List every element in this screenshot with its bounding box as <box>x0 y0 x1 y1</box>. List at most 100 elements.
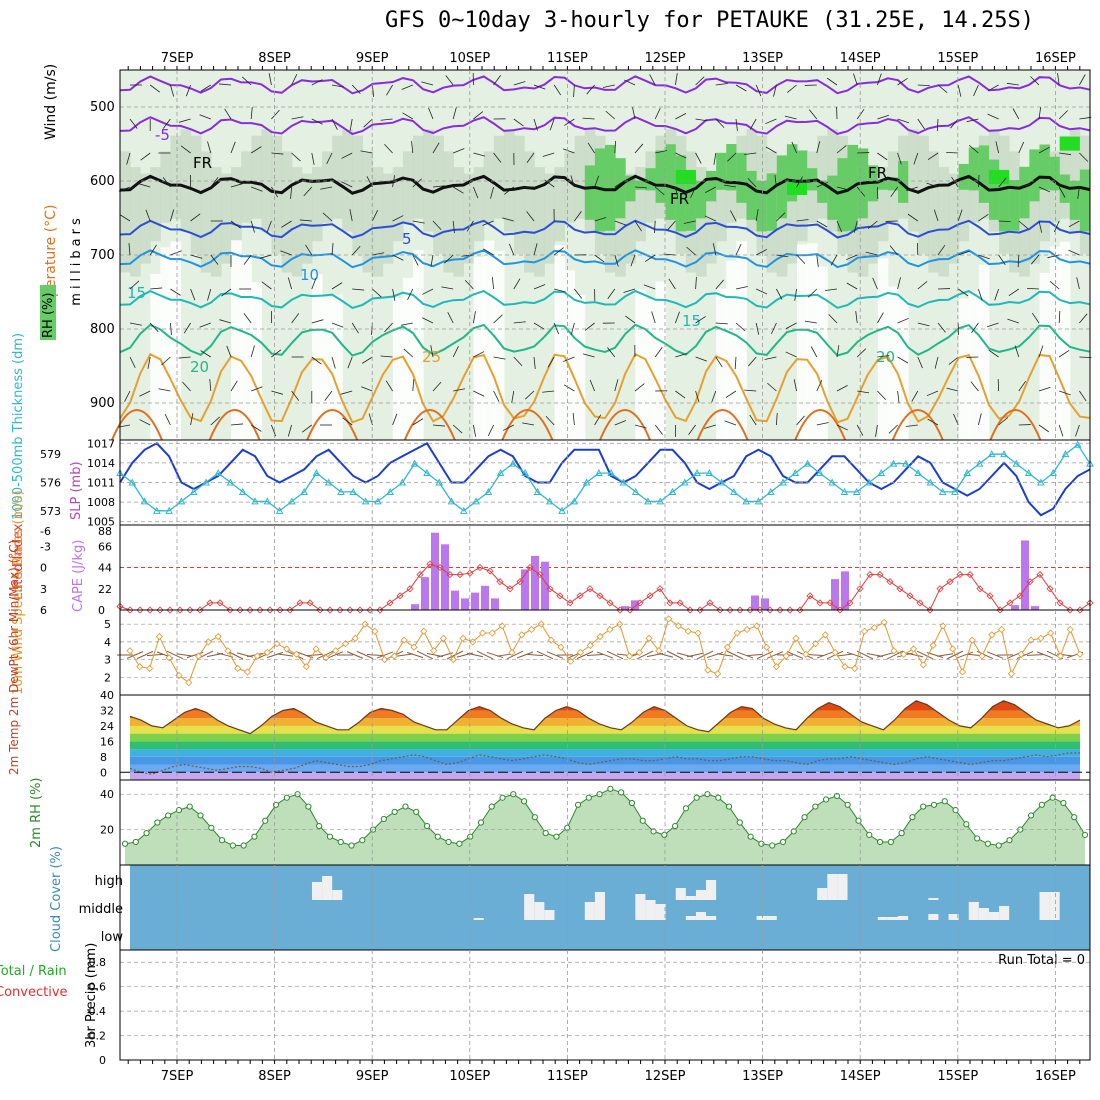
wind-barb <box>1018 380 1027 392</box>
wind-barb <box>129 280 140 290</box>
wind-barb <box>473 424 477 437</box>
wind-barb <box>1012 108 1020 120</box>
dry-plume <box>251 282 262 440</box>
wind-barb <box>291 152 301 162</box>
cape-bar <box>431 532 439 610</box>
thickness-marker <box>410 459 419 467</box>
wind-barb <box>1006 82 1019 86</box>
rh2m-marker <box>574 801 582 808</box>
thickness-marker <box>177 497 186 505</box>
temp-band <box>130 700 1080 703</box>
wind-barb <box>704 424 716 429</box>
wind-barb <box>250 146 262 154</box>
rh-green-band <box>898 161 909 203</box>
wind-barb <box>614 220 627 226</box>
wind-barb <box>1058 186 1066 198</box>
li-marker <box>176 606 184 614</box>
barb <box>916 650 934 660</box>
wind-barb <box>261 281 272 290</box>
wind-speed-marker <box>909 645 918 653</box>
wind-barb <box>755 84 762 97</box>
wind-barb <box>735 286 748 290</box>
bottom-day-label: 9SEP <box>356 1069 389 1084</box>
dry-plume <box>241 253 252 440</box>
wind-barb <box>727 152 737 162</box>
thickness-marker <box>754 497 763 505</box>
li-marker <box>606 599 614 607</box>
barb <box>726 650 744 660</box>
rh-mid-band <box>190 135 202 254</box>
wind-barb <box>586 84 595 95</box>
wind-barb <box>987 322 999 328</box>
wind-speed-marker <box>351 634 359 642</box>
wind-barb <box>392 215 404 222</box>
wind-speed-marker <box>1066 625 1074 634</box>
wind-barb <box>793 379 797 392</box>
cloud-axis-title: Cloud Cover (%) <box>49 846 64 952</box>
cloud-level-label: high <box>95 874 123 889</box>
wind-barb <box>303 186 313 197</box>
wind-barb <box>502 424 514 431</box>
wind-barb <box>594 254 605 263</box>
wind-barb <box>493 152 502 163</box>
rh2m-marker <box>380 815 387 823</box>
rh2m-marker <box>758 840 765 847</box>
li-marker <box>726 606 734 614</box>
li-marker <box>436 563 444 572</box>
li-marker <box>346 606 354 614</box>
rh2m-marker <box>769 842 776 849</box>
wind-barb <box>444 254 454 264</box>
rh-mid-band <box>918 135 929 254</box>
li-marker <box>996 606 1004 614</box>
wind-barb <box>544 179 555 188</box>
temp-band <box>130 725 1080 734</box>
wind-barb <box>978 413 982 426</box>
wind-barb <box>794 288 797 301</box>
rh-mid-band <box>291 167 303 277</box>
wind-speed-marker <box>273 640 281 648</box>
wind-barb <box>1047 254 1060 259</box>
barb <box>596 651 614 659</box>
cape-tick-label: 22 <box>98 583 112 596</box>
wind-barb <box>554 288 566 293</box>
rh2m-marker <box>337 838 344 846</box>
wind-barb <box>711 390 717 403</box>
wind-barb <box>675 73 678 86</box>
isotherm-line <box>119 75 1091 95</box>
rh2m-marker <box>866 831 873 838</box>
temp-tick-label: 32 <box>100 704 114 717</box>
wind-barb <box>808 109 818 120</box>
wind-barb <box>493 75 501 86</box>
li-marker <box>936 585 944 593</box>
rh-mid-band <box>443 151 454 273</box>
wind-barb <box>251 386 263 392</box>
rh-mid-band <box>150 167 161 242</box>
wind-barb <box>695 152 702 164</box>
precip-tick-label: 0.2 <box>89 1030 107 1043</box>
wind-barb <box>749 118 757 130</box>
cape-bar <box>1031 606 1039 610</box>
wind-barb <box>1030 76 1040 86</box>
upper-left-labels: Wind (m/s)Temperature (°C) millibars <box>43 64 84 327</box>
rh-mid-band <box>574 135 586 219</box>
thickness-marker <box>312 469 321 477</box>
wind-barb <box>856 348 867 358</box>
wind-barb <box>432 185 445 188</box>
rh2m-marker <box>229 842 236 849</box>
wind-barb <box>513 81 526 86</box>
top-day-label: 8SEP <box>258 51 291 66</box>
thickness-marker <box>877 469 886 477</box>
wind-barb <box>971 322 979 334</box>
wind-tick-label: 4 <box>104 636 111 649</box>
li-marker <box>446 571 454 579</box>
wind-barb <box>311 152 315 165</box>
wind-barb <box>937 322 946 333</box>
wind-barb <box>145 209 151 222</box>
rh2m-marker <box>833 792 841 800</box>
wind-speed-marker <box>185 679 193 687</box>
isotherm-line <box>119 249 1091 269</box>
wind-barb <box>311 277 317 290</box>
li-marker <box>916 599 924 607</box>
wind-speed-marker <box>390 652 398 660</box>
rh-mid-band <box>352 135 363 254</box>
